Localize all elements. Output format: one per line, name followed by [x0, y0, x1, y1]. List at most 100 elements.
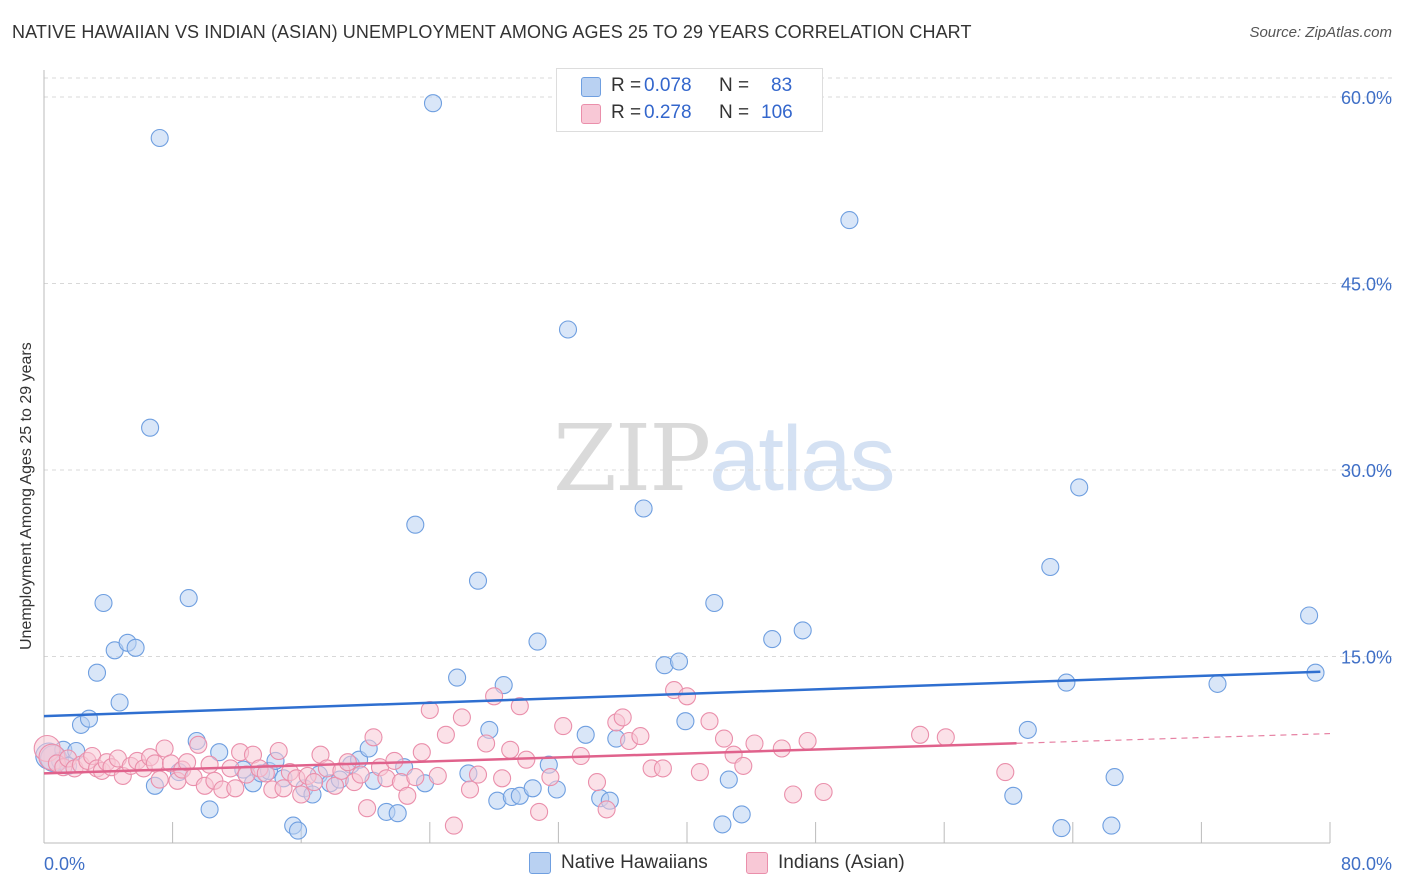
data-point — [87, 663, 107, 682]
data-point — [734, 756, 753, 775]
data-point — [325, 776, 345, 795]
data-point — [444, 816, 463, 835]
trend-line — [43, 670, 1321, 718]
r-label: R = — [611, 102, 642, 123]
data-point — [189, 735, 208, 754]
data-point — [155, 739, 174, 758]
correlation-legend: R = 0.078 N = 83 R = 0.278 N = 106 — [556, 68, 823, 132]
data-point — [793, 621, 812, 640]
data-point — [406, 515, 425, 534]
data-point — [94, 593, 113, 613]
data-point — [705, 593, 724, 613]
n-value: 106 — [761, 102, 793, 123]
data-point — [428, 766, 447, 785]
data-point — [634, 499, 653, 518]
data-point — [406, 768, 425, 787]
data-point — [1070, 478, 1089, 497]
data-point — [690, 763, 709, 782]
data-point — [493, 769, 512, 788]
x-tick-label: 80.0% — [1341, 854, 1392, 874]
data-point — [677, 687, 697, 706]
data-point — [1052, 819, 1071, 838]
data-point — [530, 802, 549, 821]
data-point — [468, 571, 488, 590]
data-point — [996, 763, 1015, 782]
data-point — [305, 773, 324, 792]
data-point — [554, 717, 573, 736]
legend-label: Indians (Asian) — [778, 852, 905, 873]
trend-line-extension — [1016, 732, 1331, 744]
data-point — [150, 128, 169, 148]
data-point — [631, 727, 650, 746]
data-point — [256, 764, 275, 783]
data-point — [732, 805, 751, 824]
data-point — [1102, 816, 1121, 835]
legend-swatch-native-hawaiians — [581, 77, 601, 97]
y-tick-label: 30.0% — [1341, 461, 1392, 481]
data-point — [351, 765, 370, 784]
data-point — [1057, 673, 1076, 692]
data-point — [1105, 768, 1124, 787]
data-point — [269, 741, 288, 761]
data-point — [200, 800, 219, 819]
data-point — [226, 779, 245, 798]
chart-title: NATIVE HAWAIIAN VS INDIAN (ASIAN) UNEMPL… — [12, 22, 972, 42]
data-point — [338, 753, 357, 772]
data-point — [653, 759, 672, 778]
data-point — [714, 729, 734, 748]
data-point — [840, 211, 859, 230]
data-point — [1018, 720, 1037, 739]
data-point — [597, 800, 616, 819]
data-point — [501, 740, 520, 759]
data-point — [510, 697, 529, 716]
n-value: 83 — [771, 75, 793, 96]
data-point — [745, 734, 764, 753]
data-point — [210, 743, 229, 762]
data-point — [772, 739, 791, 758]
trend-line — [43, 742, 1017, 775]
legend-swatch-indians-asian — [581, 104, 601, 124]
data-point — [719, 770, 738, 789]
legend-label: Native Hawaiians — [561, 852, 708, 873]
source-label: Source: ZipAtlas.com — [1249, 24, 1392, 41]
r-value: 0.278 — [644, 102, 692, 123]
x-tick-label: 0.0% — [44, 854, 85, 874]
y-tick-label: 60.0% — [1341, 88, 1392, 108]
data-point — [398, 786, 417, 805]
data-point — [1208, 674, 1227, 693]
data-point — [460, 780, 480, 799]
data-point — [388, 804, 407, 823]
data-point — [448, 668, 467, 687]
data-point — [436, 725, 455, 744]
data-point — [669, 652, 689, 671]
data-point — [528, 632, 547, 651]
data-point — [613, 708, 632, 727]
y-tick-label: 15.0% — [1341, 648, 1392, 668]
data-point — [558, 320, 578, 339]
data-point — [79, 709, 99, 728]
legend-swatch-indians-asian — [746, 852, 768, 874]
data-point — [385, 751, 404, 770]
data-point — [452, 708, 471, 727]
data-point — [150, 770, 169, 789]
data-point — [814, 782, 833, 802]
data-point — [911, 725, 930, 744]
legend-swatch-native-hawaiians — [529, 852, 551, 874]
data-point — [576, 725, 595, 744]
data-point — [784, 785, 803, 804]
data-point — [178, 753, 197, 772]
data-point — [412, 743, 431, 762]
data-point — [676, 712, 695, 731]
data-point — [423, 94, 443, 113]
r-label: R = — [611, 75, 642, 96]
data-point — [763, 630, 782, 649]
data-point — [713, 815, 732, 834]
data-point — [126, 638, 145, 657]
n-label: N = — [719, 102, 750, 123]
data-point — [936, 728, 955, 747]
y-tick-label: 45.0% — [1341, 275, 1392, 295]
data-point — [1041, 557, 1060, 577]
data-point — [523, 779, 542, 798]
data-point — [700, 712, 719, 731]
